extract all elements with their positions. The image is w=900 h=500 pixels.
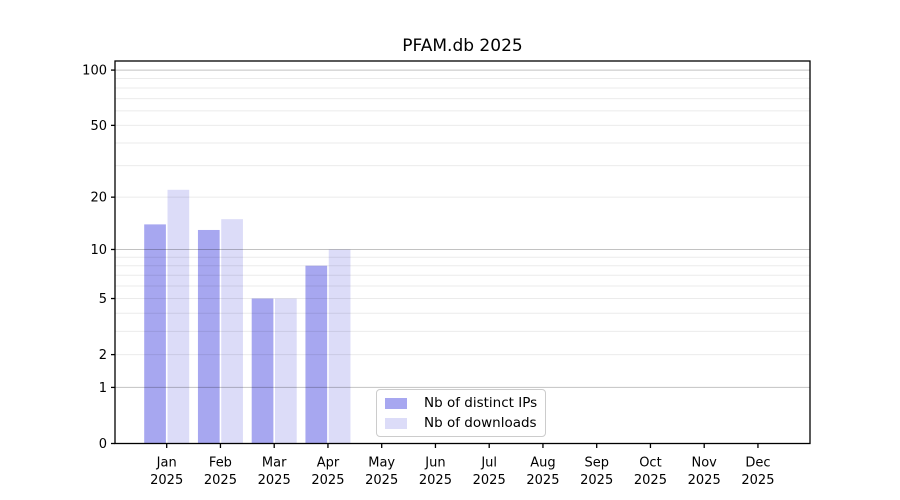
y-tick-label-100: 100 <box>82 64 107 79</box>
x-tick-label-feb-year: 2025 <box>204 473 237 488</box>
bar-jan-distinct-ips <box>144 224 166 444</box>
legend-item-downloads: Nb of downloads <box>385 415 545 432</box>
y-tick-label-0: 0 <box>99 437 107 452</box>
y-tick-label-2: 2 <box>99 348 107 363</box>
x-tick-label-nov-year: 2025 <box>688 473 721 488</box>
y-tick-label-1: 1 <box>99 381 107 396</box>
x-tick-label-jun-year: 2025 <box>419 473 452 488</box>
x-tick-label-may-year: 2025 <box>365 473 398 488</box>
x-tick-label-dec-month: Dec <box>745 456 770 471</box>
x-tick-label-aug-month: Aug <box>530 456 555 471</box>
x-tick-label-jul-month: Jul <box>480 456 497 471</box>
x-tick-label-mar-year: 2025 <box>258 473 291 488</box>
x-tick-label-may-month: May <box>368 456 395 471</box>
x-tick-label-aug-year: 2025 <box>526 473 559 488</box>
legend-label-downloads: Nb of downloads <box>424 415 537 431</box>
x-tick-label-dec-year: 2025 <box>741 473 774 488</box>
x-tick-label-oct-month: Oct <box>639 456 661 471</box>
x-tick-label-apr-year: 2025 <box>311 473 344 488</box>
legend-label-distinct-ips: Nb of distinct IPs <box>424 395 538 411</box>
legend-swatch-distinct-ips <box>385 397 407 409</box>
x-tick-label-nov-month: Nov <box>692 456 718 471</box>
bar-jan-downloads <box>167 189 190 444</box>
bar-apr-downloads <box>328 249 351 444</box>
x-tick-label-sep-month: Sep <box>584 456 609 471</box>
x-tick-label-jun-month: Jun <box>424 456 445 471</box>
y-tick-label-50: 50 <box>90 119 107 134</box>
y-tick-label-20: 20 <box>90 191 107 206</box>
x-tick-label-oct-year: 2025 <box>634 473 667 488</box>
y-tick-label-10: 10 <box>90 243 107 258</box>
bar-mar-downloads <box>275 298 297 444</box>
chart-title: PFAM.db 2025 <box>402 36 523 56</box>
x-tick-label-mar-month: Mar <box>262 456 287 471</box>
plot-border <box>114 60 811 445</box>
x-tick-label-sep-year: 2025 <box>580 473 613 488</box>
x-tick-label-jan-month: Jan <box>156 456 177 471</box>
x-tick-label-feb-month: Feb <box>209 456 232 471</box>
legend-item-distinct-ips: Nb of distinct IPs <box>385 395 545 412</box>
y-tick-label-5: 5 <box>99 292 107 307</box>
x-tick-label-apr-month: Apr <box>317 456 340 471</box>
bar-mar-distinct-ips <box>251 298 274 444</box>
bar-apr-distinct-ips <box>305 265 328 444</box>
legend-swatch-downloads <box>385 417 407 429</box>
bar-feb-distinct-ips <box>197 229 220 444</box>
x-tick-label-jul-year: 2025 <box>473 473 506 488</box>
bar-feb-downloads <box>221 219 243 444</box>
x-tick-label-jan-year: 2025 <box>150 473 183 488</box>
legend: Nb of distinct IPs Nb of downloads <box>376 389 546 437</box>
